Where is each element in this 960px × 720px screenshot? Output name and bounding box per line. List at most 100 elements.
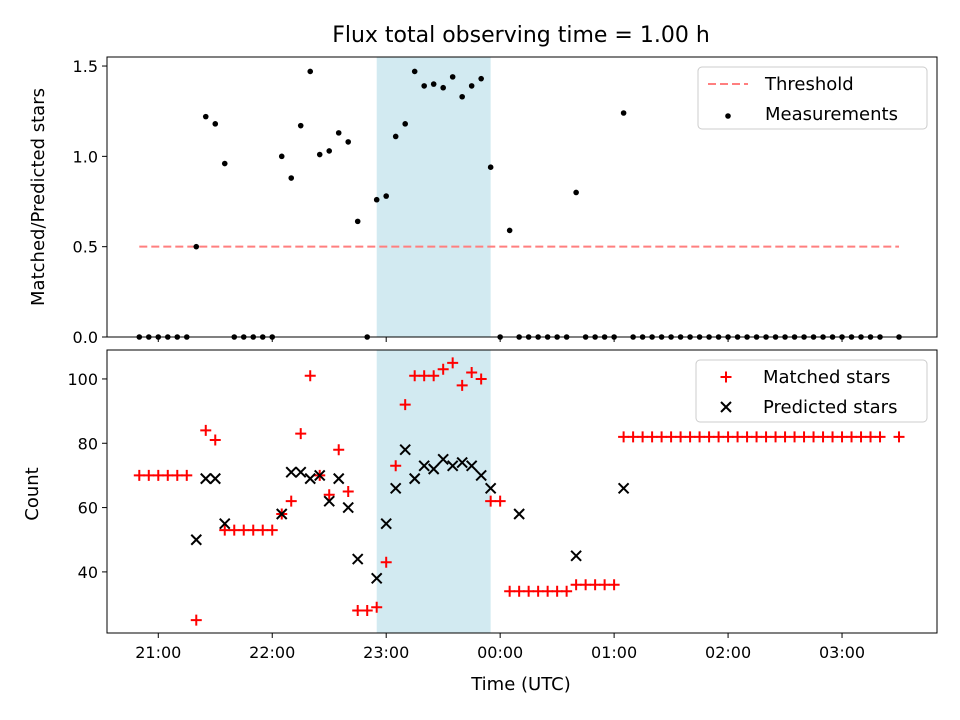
matched-stars-point	[162, 469, 174, 481]
matched-stars-point	[295, 428, 307, 440]
matched-stars-point	[827, 431, 839, 443]
legend-predicted-swatch	[720, 401, 732, 413]
count-ytick-label: 80	[78, 434, 98, 453]
measurement-point	[383, 193, 389, 199]
predicted-stars-point	[370, 572, 383, 585]
predicted-stars-point	[399, 443, 411, 456]
legend-matched-swatch	[720, 371, 732, 383]
predicted-stars-point	[427, 463, 440, 475]
predicted-stars-point	[200, 472, 212, 485]
predicted-stars-point	[295, 466, 307, 478]
matched-stars-point	[238, 524, 250, 536]
matched-stars-point	[352, 604, 364, 616]
matched-stars-point	[181, 469, 193, 481]
measurement-point	[316, 151, 323, 158]
matched-stars-point	[428, 370, 440, 382]
matched-stars-point	[817, 431, 829, 443]
count-ytick-label: 40	[78, 563, 98, 582]
matched-stars-point	[722, 431, 734, 443]
ratio-highlight-span	[376, 57, 491, 337]
predicted-stars-point	[513, 508, 525, 520]
matched-stars-point	[656, 431, 668, 443]
matched-stars-point	[190, 614, 202, 626]
predicted-stars-point	[570, 550, 582, 562]
matched-stars-point	[532, 585, 544, 597]
matched-stars-point	[599, 579, 611, 591]
matched-stars-point	[637, 431, 649, 443]
matched-stars-point	[247, 524, 259, 536]
predicted-stars-point	[456, 456, 468, 469]
measurement-point	[440, 84, 446, 91]
matched-stars-point	[494, 495, 506, 507]
matched-stars-point	[504, 585, 516, 597]
matched-stars-point	[485, 495, 497, 507]
ratio-ytick-label: 1.5	[73, 57, 98, 76]
measurement-point	[449, 74, 456, 80]
legend-label: Predicted stars	[763, 397, 897, 418]
count-ytick-label: 60	[78, 499, 98, 518]
measurement-point	[478, 75, 484, 82]
count-xtick-label: 23:00	[363, 643, 409, 662]
predicted-stars-point	[484, 482, 497, 494]
measurement-point	[193, 243, 200, 250]
measurement-point	[202, 113, 209, 120]
ratio-axes-frame	[106, 56, 938, 338]
matched-stars-point	[371, 601, 383, 613]
count-panel: 21:00 22:00 23:00 00:00 01:00 02:00 03:00 40 60 8…	[67, 349, 938, 662]
matched-stars-point	[523, 585, 535, 597]
matched-stars-point	[741, 431, 753, 443]
predicted-stars-point	[389, 482, 402, 494]
matched-stars-point	[798, 431, 810, 443]
matched-stars-point	[466, 367, 478, 379]
matched-stars-point	[399, 399, 411, 411]
predicted-stars-point	[446, 460, 459, 472]
ratio-axis-ylabel: Matched/Predicted stars	[28, 88, 49, 306]
matched-stars-point	[361, 604, 373, 616]
measurement-point	[506, 227, 513, 234]
measurement-point	[468, 83, 475, 89]
measurement-point	[421, 83, 427, 89]
matched-stars-point	[836, 431, 848, 443]
count-axes-frame	[106, 349, 938, 634]
predicted-stars-point	[475, 469, 487, 482]
matched-stars-point	[304, 370, 316, 382]
matched-stars-point	[285, 495, 297, 507]
matched-stars-point	[418, 370, 430, 382]
matched-stars-point	[323, 489, 335, 501]
matched-stars-point	[713, 431, 725, 443]
matched-stars-point	[703, 431, 715, 443]
count-highlight-span	[376, 350, 491, 633]
matched-stars-point	[200, 424, 212, 436]
matched-stars-point	[618, 431, 630, 443]
predicted-stars-point	[380, 517, 392, 530]
matched-stars-point	[390, 460, 402, 472]
legend-box	[697, 66, 928, 130]
ratio-ytick-label: 1.0	[73, 147, 98, 166]
matched-stars-point	[152, 469, 164, 481]
matched-stars-point	[542, 585, 554, 597]
measurement-point	[354, 218, 361, 225]
chart-title: Flux total observing time = 1.00 h	[332, 23, 710, 48]
matched-stars-point	[266, 524, 278, 536]
measurement-point	[402, 121, 408, 127]
count-series-1	[190, 443, 630, 585]
matched-stars-point	[437, 363, 449, 375]
ratio-ytick-label: 0.0	[73, 328, 98, 347]
matched-stars-point	[760, 431, 772, 443]
count-axis-ylabel: Count	[22, 467, 43, 520]
ratio-panel: 0.0 0.5 1.0 1.5 Threshold Measurements	[73, 56, 938, 347]
matched-stars-point	[770, 431, 782, 443]
measurement-point	[373, 196, 380, 203]
measurement-point	[297, 122, 304, 129]
count-xtick-label: 03:00	[819, 643, 865, 662]
matched-stars-point	[456, 379, 468, 391]
predicted-stars-point	[408, 472, 421, 485]
legend-label: Threshold	[764, 74, 854, 95]
matched-stars-point	[447, 357, 459, 369]
matched-stars-point	[627, 431, 639, 443]
matched-stars-point	[874, 431, 886, 443]
matched-stars-point	[732, 431, 744, 443]
predicted-stars-point	[209, 472, 221, 485]
predicted-stars-point	[276, 508, 288, 520]
matched-stars-point	[675, 431, 687, 443]
